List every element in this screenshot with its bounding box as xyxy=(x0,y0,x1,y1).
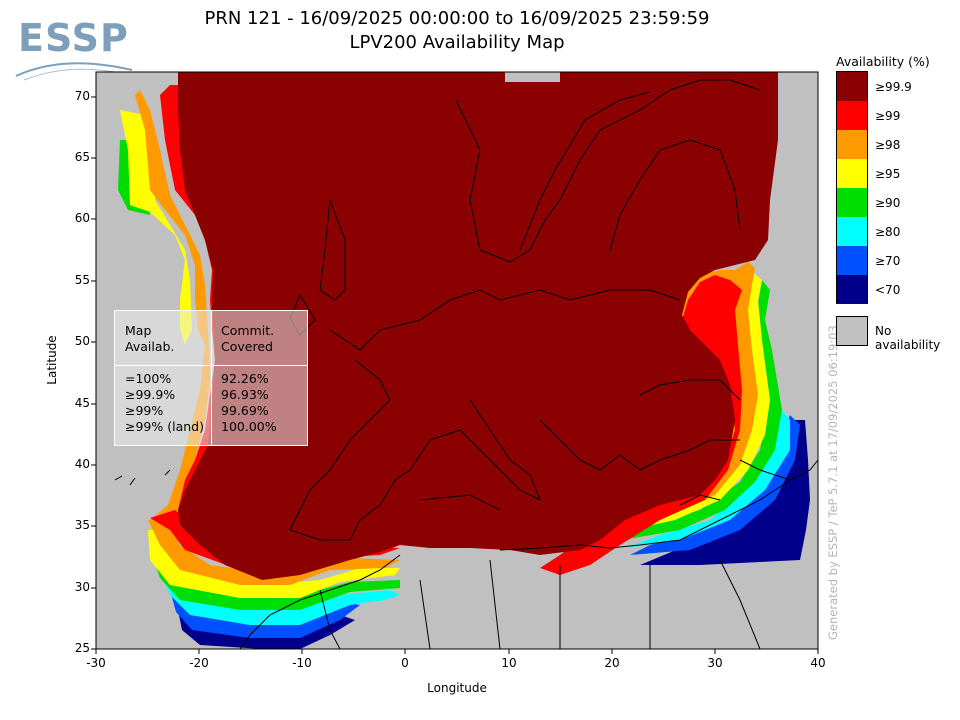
legend-swatch xyxy=(836,101,868,130)
stats-header-text: Commit. xyxy=(221,323,275,338)
legend-swatch xyxy=(836,188,868,217)
y-tick-label: 30 xyxy=(74,580,90,594)
x-tick-label: 40 xyxy=(810,656,826,670)
y-tick-label: 35 xyxy=(74,518,90,532)
legend-label: ≥99.9 xyxy=(875,80,912,94)
y-tick-label: 45 xyxy=(74,396,90,410)
x-tick-label: 30 xyxy=(707,656,723,670)
y-tick-label: 70 xyxy=(74,89,90,103)
coverage-stats-box: Map Availab. Commit. Covered =100% ≥99.9… xyxy=(114,310,308,446)
stats-levels: =100% ≥99.9% ≥99% ≥99% (land) xyxy=(125,371,204,435)
y-tick-label: 60 xyxy=(74,211,90,225)
y-tick-label: 65 xyxy=(74,150,90,164)
y-tick-label: 50 xyxy=(74,334,90,348)
legend-label: ≥98 xyxy=(875,138,901,152)
tick-marks xyxy=(91,96,819,654)
stats-header-text: Map xyxy=(125,323,152,338)
stats-level: ≥99.9% xyxy=(125,387,176,402)
stats-header-right: Commit. Covered xyxy=(221,323,274,355)
legend-label: ≥90 xyxy=(875,196,901,210)
stats-level: =100% xyxy=(125,371,172,386)
generated-credit: Generated by ESSP / TeP 5.7.1 at 17/09/2… xyxy=(826,325,840,640)
coastlines xyxy=(114,79,818,649)
stats-values: 92.26% 96.93% 99.69% 100.00% xyxy=(221,371,277,435)
stats-header-left: Map Availab. xyxy=(125,323,174,355)
map-subtitle: LPV200 Availability Map xyxy=(349,32,565,53)
x-axis-label: Longitude xyxy=(427,681,487,695)
legend-label: ≥70 xyxy=(875,254,901,268)
x-tick-label: -10 xyxy=(292,656,312,670)
legend-swatch xyxy=(836,275,868,304)
map-title: PRN 121 - 16/09/2025 00:00:00 to 16/09/2… xyxy=(204,8,710,29)
legend-label: ≥80 xyxy=(875,225,901,239)
stats-header-text: Covered xyxy=(221,339,273,354)
logo-text: ESSP xyxy=(18,16,129,60)
legend-swatch xyxy=(836,72,868,101)
x-tick-label: 0 xyxy=(401,656,409,670)
legend-swatch xyxy=(836,159,868,188)
legend-label-no-availability: No availability xyxy=(875,324,941,352)
legend-label: ≥99 xyxy=(875,109,901,123)
stats-value: 100.00% xyxy=(221,419,277,434)
legend-label: ≥95 xyxy=(875,167,901,181)
legend-label: <70 xyxy=(875,283,901,297)
x-tick-label: 20 xyxy=(604,656,620,670)
stats-value: 96.93% xyxy=(221,387,269,402)
stats-level: ≥99% xyxy=(125,403,164,418)
band-ge999 xyxy=(178,72,778,580)
stats-value: 99.69% xyxy=(221,403,269,418)
y-tick-label: 55 xyxy=(74,273,90,287)
legend-swatch xyxy=(836,217,868,246)
x-tick-label: -30 xyxy=(86,656,106,670)
y-axis-label: Latitude xyxy=(45,335,59,385)
legend-swatch xyxy=(836,246,868,275)
stats-header-text: Availab. xyxy=(125,339,175,354)
x-tick-label: 10 xyxy=(501,656,517,670)
legend-swatch-no-availability xyxy=(836,316,868,346)
plot-frame xyxy=(95,71,819,650)
legend-swatch xyxy=(836,130,868,159)
x-tick-label: -20 xyxy=(189,656,209,670)
stats-level: ≥99% (land) xyxy=(125,419,204,434)
y-tick-label: 40 xyxy=(74,457,90,471)
legend-title: Availability (%) xyxy=(836,54,930,69)
y-tick-label: 25 xyxy=(74,641,90,655)
stats-value: 92.26% xyxy=(221,371,269,386)
